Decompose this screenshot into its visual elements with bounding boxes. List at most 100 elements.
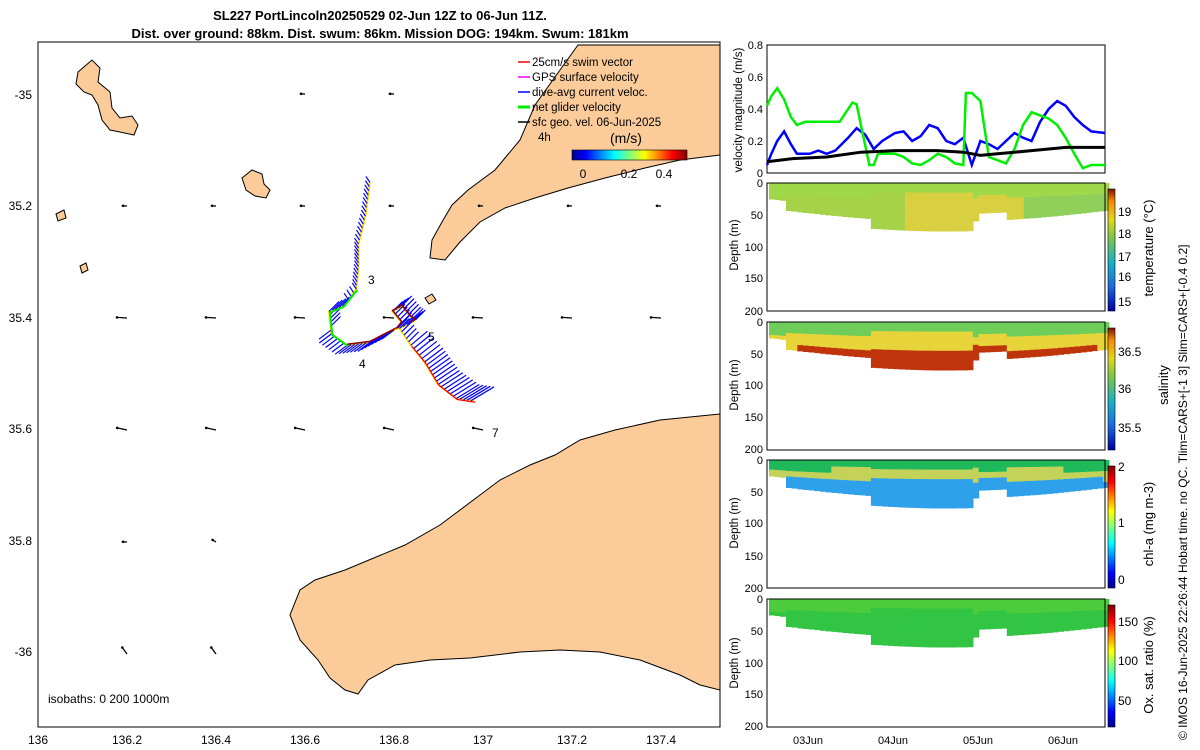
- section-cell: [921, 469, 929, 480]
- section-cell: [1063, 460, 1070, 467]
- map-ytick-35.4: 35.4: [9, 311, 33, 325]
- section-cell: [978, 322, 985, 329]
- section-cell: [1052, 599, 1059, 607]
- section-cell: [870, 192, 878, 202]
- legend-swim-label: 25cm/s swim vector: [532, 57, 633, 69]
- section-cell: [916, 488, 923, 499]
- section-cell: [769, 611, 776, 616]
- section-cell: [1074, 460, 1082, 467]
- section-cell: [819, 328, 827, 336]
- section-cell: [893, 192, 900, 203]
- oxy-colorbar-label: Ox. sat. ratio (%): [1141, 616, 1156, 714]
- section-cell: [1069, 346, 1076, 354]
- section-cell: [955, 608, 963, 619]
- section-cell: [972, 190, 980, 199]
- section-cell: [1097, 327, 1104, 334]
- section-cell: [916, 469, 923, 480]
- section-cell: [842, 335, 849, 343]
- temp-cbtick-17: 17: [1118, 250, 1132, 264]
- section-cell: [1097, 604, 1104, 611]
- section-cell: [1018, 190, 1025, 198]
- section-cell: [1001, 200, 1008, 207]
- section-cell: [955, 350, 963, 361]
- section-cell: [882, 201, 889, 212]
- section-cell: [984, 472, 991, 479]
- current-vector-73: [408, 303, 420, 315]
- section-cell: [870, 358, 878, 368]
- section-cell: [769, 463, 776, 467]
- section-cell: [904, 192, 912, 203]
- section-cell: [972, 606, 980, 615]
- geo-arrow-0: [38, 93, 39, 94]
- section-cell: [944, 608, 951, 619]
- section-cell: [819, 460, 827, 467]
- section-cell: [865, 460, 872, 468]
- section-cell: [769, 331, 776, 336]
- section-cell: [967, 498, 974, 509]
- section-cell: [961, 221, 968, 232]
- section-cell: [904, 220, 912, 231]
- current-vectors: [318, 176, 495, 403]
- section-cell: [1080, 189, 1087, 196]
- section-cell: [1063, 202, 1070, 209]
- section-cell: [814, 183, 821, 190]
- section-cell: [853, 189, 861, 198]
- section-cell: [1029, 190, 1036, 198]
- section-cell: [1103, 481, 1110, 488]
- section-cell: [972, 460, 980, 469]
- section-cell: [774, 605, 782, 610]
- section-cell: [1074, 623, 1082, 630]
- section-cell: [1046, 486, 1053, 494]
- section-cell: [1091, 205, 1099, 213]
- section-cell: [950, 498, 957, 509]
- section-cell: [944, 331, 951, 342]
- section-cell: [989, 194, 997, 202]
- section-cell: [904, 322, 912, 332]
- section-cell: [1091, 477, 1099, 484]
- section-cell: [984, 200, 991, 208]
- section-cell: [1040, 466, 1048, 475]
- section-cell: [1091, 339, 1099, 346]
- section-cell: [1097, 610, 1104, 617]
- section-cell: [967, 322, 974, 332]
- current-vector-5: [362, 197, 368, 204]
- section-cell: [955, 637, 963, 648]
- section-cell: [882, 626, 889, 637]
- section-cell: [1018, 474, 1025, 482]
- section-cell: [921, 627, 929, 638]
- section-cell: [836, 605, 844, 613]
- section-cell: [870, 496, 878, 506]
- section-cell: [1001, 339, 1008, 346]
- section-cell: [786, 322, 793, 328]
- section-cell: [831, 328, 838, 336]
- section-cell: [904, 340, 912, 351]
- section-cell: [1069, 623, 1076, 631]
- section-cell: [910, 202, 917, 212]
- section-cell: [814, 201, 821, 208]
- section-cell: [882, 192, 889, 202]
- section-cell: [836, 322, 844, 330]
- section-cell: [1035, 349, 1042, 357]
- section-cell: [1023, 620, 1031, 628]
- section-cell: [899, 220, 906, 231]
- section-cell: [995, 465, 1002, 473]
- section-cell: [1001, 183, 1008, 190]
- temp-colorbar-ticks: 15 16 17 18 19: [1118, 205, 1132, 309]
- section-cell: [786, 188, 793, 195]
- section-cell: [899, 608, 906, 619]
- section-cell: [1029, 322, 1036, 330]
- section-cell: [1063, 183, 1070, 190]
- section-cell: [876, 322, 883, 332]
- section-cell: [910, 469, 917, 480]
- section-cell: [769, 608, 776, 613]
- section-cell: [853, 183, 861, 191]
- section-cell: [808, 183, 815, 190]
- section-cell: [808, 346, 815, 353]
- section-cell: [887, 192, 895, 203]
- section-cell: [921, 479, 929, 490]
- section-cell: [1063, 347, 1070, 355]
- section-cell: [803, 200, 810, 208]
- temp-ytick-100: 100: [745, 242, 763, 254]
- current-vector-1: [364, 180, 370, 187]
- geo-arrow-17: [560, 316, 573, 319]
